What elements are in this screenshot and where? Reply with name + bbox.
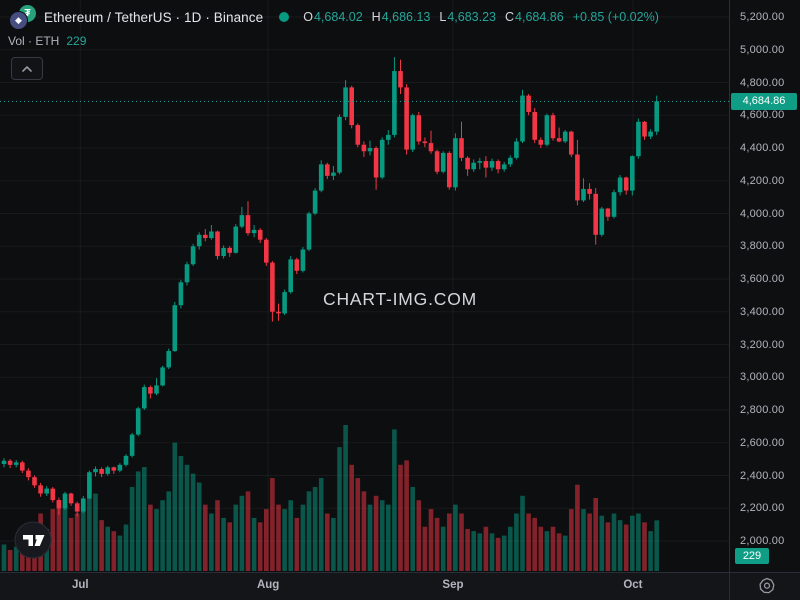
low-label: L bbox=[439, 10, 447, 24]
axis-separator-vertical bbox=[729, 0, 730, 600]
price-tick-label: 5,000.00 bbox=[740, 43, 785, 56]
time-axis[interactable]: Jul Aug Sep Oct bbox=[0, 573, 729, 600]
price-tick-label: 2,000.00 bbox=[740, 535, 785, 547]
chevron-up-icon bbox=[22, 65, 32, 72]
price-tick-label: 3,600.00 bbox=[740, 273, 785, 285]
volume-value: 229 bbox=[66, 34, 87, 48]
price-tick-label: 5,200.00 bbox=[740, 11, 785, 23]
axis-separator-horizontal bbox=[0, 572, 800, 573]
price-tick-label: 2,200.00 bbox=[740, 502, 785, 515]
price-tick-label: 2,600.00 bbox=[740, 436, 785, 449]
price-tick-label: 4,800.00 bbox=[740, 76, 785, 89]
time-tick-label: Aug bbox=[256, 579, 280, 591]
legend-volume-row: Vol · ETH 229 bbox=[8, 33, 659, 49]
price-tick-label: 4,000.00 bbox=[740, 207, 785, 220]
high-value: 4,686.13 bbox=[381, 10, 431, 24]
price-tick-label: 4,600.00 bbox=[740, 109, 785, 122]
high-label: H bbox=[371, 10, 381, 24]
low-value: 4,683.23 bbox=[447, 10, 496, 24]
axis-settings-gear-icon[interactable] bbox=[757, 576, 779, 596]
current-volume-badge: 229 bbox=[735, 548, 769, 564]
axis-corner bbox=[730, 573, 800, 600]
watermark: CHART-IMG.COM bbox=[323, 289, 477, 309]
ethereum-icon: ◆ bbox=[9, 11, 28, 30]
chart-legend: ₮ ◆ Ethereum / TetherUS · 1D · Binance O… bbox=[8, 4, 659, 80]
change-value: +0.85 (+0.02%) bbox=[572, 10, 659, 24]
candlestick-chart[interactable] bbox=[0, 0, 729, 572]
current-price-badge: 4,684.86 bbox=[731, 92, 797, 110]
price-tick-label: 4,400.00 bbox=[740, 142, 785, 154]
time-tick-label: Jul bbox=[71, 579, 89, 591]
price-tick-label: 2,400.00 bbox=[740, 469, 785, 482]
ohlc-values: O4,684.02 H4,686.13 L4,683.23 C4,684.86 … bbox=[303, 10, 659, 24]
price-tick-label: 3,200.00 bbox=[740, 338, 785, 351]
collapse-legend-button[interactable] bbox=[11, 57, 43, 80]
volume-bars bbox=[1, 425, 659, 571]
open-label: O bbox=[303, 10, 313, 24]
price-tick-label: 3,800.00 bbox=[740, 240, 785, 253]
market-status-dot bbox=[279, 12, 290, 22]
price-axis[interactable]: 5,200.00 5,000.00 4,800.00 4,600.00 4,400.00… bbox=[730, 0, 800, 572]
price-tick-label: 3,000.00 bbox=[740, 371, 785, 384]
tradingview-logo-icon bbox=[14, 521, 52, 559]
legend-symbol-row: ₮ ◆ Ethereum / TetherUS · 1D · Binance O… bbox=[8, 4, 659, 30]
open-value: 4,684.02 bbox=[313, 10, 363, 24]
volume-label: Vol · ETH bbox=[8, 34, 60, 48]
candles bbox=[1, 57, 659, 517]
time-tick-label: Oct bbox=[623, 579, 643, 591]
price-tick-label: 2,800.00 bbox=[740, 404, 785, 416]
grid-lines bbox=[0, 0, 729, 572]
symbol-title[interactable]: Ethereum / TetherUS · 1D · Binance bbox=[44, 9, 264, 25]
close-value: 4,684.86 bbox=[515, 10, 564, 24]
close-label: C bbox=[504, 10, 515, 24]
price-tick-label: 3,400.00 bbox=[740, 305, 785, 318]
tradingview-logo[interactable] bbox=[14, 521, 52, 559]
price-tick-label: 4,200.00 bbox=[740, 174, 785, 187]
pair-logo: ₮ ◆ bbox=[8, 4, 38, 30]
chart-pane[interactable]: CHART-IMG.COM ₮ ◆ Ethereum / TetherUS · … bbox=[0, 0, 729, 572]
time-tick-label: Sep bbox=[442, 579, 464, 591]
